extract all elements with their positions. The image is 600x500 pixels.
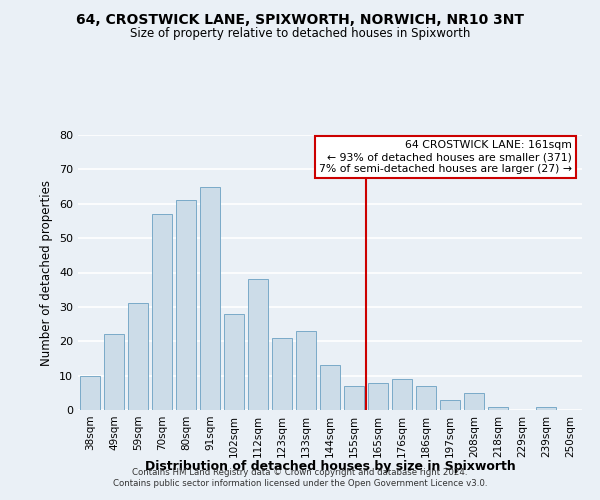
Bar xyxy=(536,406,556,410)
Bar xyxy=(464,393,484,410)
Bar xyxy=(296,331,316,410)
Bar xyxy=(176,200,196,410)
Bar xyxy=(416,386,436,410)
Bar xyxy=(200,186,220,410)
Bar xyxy=(320,366,340,410)
Text: Contains HM Land Registry data © Crown copyright and database right 2024.
Contai: Contains HM Land Registry data © Crown c… xyxy=(113,468,487,487)
Bar xyxy=(224,314,244,410)
Text: 64, CROSTWICK LANE, SPIXWORTH, NORWICH, NR10 3NT: 64, CROSTWICK LANE, SPIXWORTH, NORWICH, … xyxy=(76,12,524,26)
Bar xyxy=(128,304,148,410)
Bar xyxy=(488,406,508,410)
Bar xyxy=(392,379,412,410)
Bar xyxy=(152,214,172,410)
Text: Distribution of detached houses by size in Spixworth: Distribution of detached houses by size … xyxy=(145,460,515,473)
Bar xyxy=(248,280,268,410)
Y-axis label: Number of detached properties: Number of detached properties xyxy=(40,180,53,366)
Bar xyxy=(272,338,292,410)
Text: 64 CROSTWICK LANE: 161sqm
← 93% of detached houses are smaller (371)
7% of semi-: 64 CROSTWICK LANE: 161sqm ← 93% of detac… xyxy=(319,140,572,173)
Bar xyxy=(368,382,388,410)
Bar xyxy=(344,386,364,410)
Bar xyxy=(104,334,124,410)
Text: Size of property relative to detached houses in Spixworth: Size of property relative to detached ho… xyxy=(130,28,470,40)
Bar xyxy=(440,400,460,410)
Bar xyxy=(80,376,100,410)
